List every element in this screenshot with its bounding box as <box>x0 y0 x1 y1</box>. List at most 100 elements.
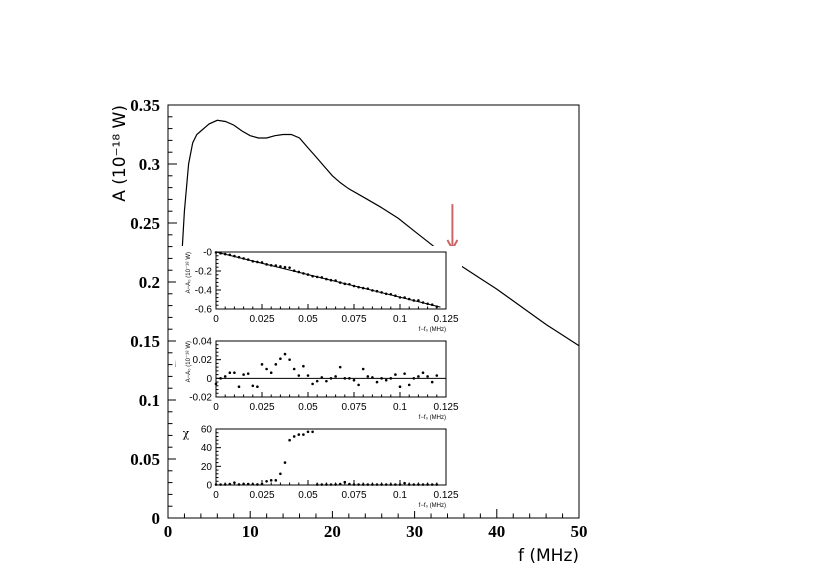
inset1-data-point <box>338 281 342 284</box>
inset1-data-point <box>237 255 241 259</box>
inset1-data-point <box>228 253 232 257</box>
inset1-data-point <box>412 299 416 302</box>
inset-residual-chart: 0 0.025 0.05 0.075 0.1 0.125 -0.6 -0.4 -0.2 -0 f−f… <box>176 246 462 335</box>
inset2-data-point <box>412 377 416 380</box>
main-y-tick-label: 0.3 <box>139 155 160 174</box>
inset1-data-point <box>288 266 291 269</box>
main-y-tick-label: 0 <box>152 509 161 528</box>
inset2-data-point <box>430 380 434 384</box>
inset1-data-point <box>302 272 305 275</box>
inset1-x-tick-label: 0.1 <box>393 314 407 325</box>
inset2-data-point <box>435 374 439 377</box>
inset3-x-tick-label: 0.05 <box>298 490 318 501</box>
inset2-data-point <box>251 384 255 388</box>
inset3-data-point <box>283 461 287 464</box>
inset1-data-point <box>352 284 356 288</box>
inset1-x-axis-title: f−f₀ (MHz) <box>419 327 446 333</box>
inset2-data-point <box>288 358 291 361</box>
inset2-x-tick-label: 0.075 <box>341 402 366 413</box>
inset3-y-tick-label: 0 <box>206 481 212 492</box>
inset3-data-point <box>366 483 370 486</box>
inset2-background <box>176 335 462 423</box>
inset3-data-point <box>256 483 259 486</box>
inset1-data-point <box>375 289 379 293</box>
inset1-data-point <box>246 258 250 261</box>
inset1-data-point <box>292 269 296 273</box>
inset3-data-point <box>279 472 282 476</box>
inset1-data-point <box>417 299 420 302</box>
inset1-y-tick-label: -0.2 <box>195 267 213 278</box>
inset2-data-point <box>426 375 429 378</box>
inset3-data-point <box>233 481 236 484</box>
inset2-data-point <box>394 373 397 376</box>
inset3-data-point <box>357 483 360 486</box>
inset1-data-point <box>256 260 259 264</box>
inset3-y-tick-label: 40 <box>201 443 213 454</box>
inset1-data-point <box>223 252 227 256</box>
inset2-x-tick-label: 0 <box>213 402 219 413</box>
inset3-y-tick-label: 60 <box>201 425 213 436</box>
inset2-data-point <box>384 378 388 382</box>
inset1-data-point <box>265 263 268 266</box>
inset3-x-tick-label: 0 <box>213 490 219 501</box>
inset2-data-point <box>315 379 319 383</box>
inset2-x-tick-label: 0.1 <box>393 402 407 413</box>
main-y-tick-label: 0.2 <box>139 273 160 292</box>
inset2-data-point <box>302 364 305 368</box>
inset2-data-point <box>343 377 347 380</box>
inset1-data-point <box>407 297 411 301</box>
inset1-data-point <box>219 252 222 255</box>
inset3-data-point <box>343 480 347 484</box>
inset1-data-point <box>366 287 370 290</box>
inset2-data-point <box>260 363 264 366</box>
main-x-tick-label: 40 <box>488 522 505 541</box>
inset2-data-point <box>398 385 402 389</box>
inset2-x-tick-label: 0.05 <box>298 402 318 413</box>
inset2-data-point <box>233 371 236 375</box>
inset3-data-point <box>371 483 374 486</box>
inset1-data-point <box>435 305 439 308</box>
inset2-data-point <box>223 375 227 378</box>
inset3-data-point <box>260 482 264 486</box>
inset2-data-point <box>403 372 406 375</box>
inset1-plot-frame <box>215 251 447 310</box>
main-x-tick-label: 50 <box>571 522 588 541</box>
inset2-data-point <box>389 377 393 380</box>
inset2-data-point <box>366 375 370 378</box>
inset2-data-point <box>371 376 374 379</box>
inset1-data-point <box>380 291 383 294</box>
inset3-data-point <box>325 483 328 486</box>
inset3-data-point <box>251 482 255 486</box>
inset3-x-tick-label: 0.125 <box>433 490 458 501</box>
inset1-data-point <box>251 260 255 263</box>
inset1-x-tick-label: 0.025 <box>249 314 274 325</box>
inset1-data-point <box>283 265 287 269</box>
inset1-y-axis-title: A−A₀ (10⁻¹⁸ W) <box>185 252 192 293</box>
inset2-data-point <box>348 377 351 380</box>
inset3-data-point <box>334 483 337 486</box>
main-x-tick-label: 30 <box>406 522 423 541</box>
inset3-x-axis-title: f−f₀ (MHz) <box>419 503 446 509</box>
inset2-data-point <box>283 352 287 356</box>
inset1-data-point <box>348 283 351 286</box>
inset1-data-point <box>426 302 429 306</box>
inset3-y-tick-label: 20 <box>201 462 213 473</box>
inset2-data-point <box>407 383 411 387</box>
inset3-data-point <box>361 483 365 486</box>
main-y-axis-title: A (10⁻¹⁸ W) <box>110 105 130 202</box>
inset3-data-point <box>426 483 429 486</box>
inset3-data-point <box>348 482 351 486</box>
main-y-tick-label: 0.1 <box>139 391 160 410</box>
inset3-data-point <box>237 483 241 486</box>
inset3-background <box>176 423 462 511</box>
inset3-x-tick-label: 0.025 <box>249 490 274 501</box>
inset3-data-point <box>412 483 416 486</box>
inset2-plot-frame <box>215 340 447 398</box>
main-y-tick-label: 0.05 <box>130 450 160 469</box>
inset1-data-point <box>279 265 282 268</box>
inset1-data-point <box>343 282 347 286</box>
main-x-tick-label: 20 <box>324 522 341 541</box>
inset1-data-point <box>361 286 365 290</box>
inset1-data-point <box>403 296 406 299</box>
